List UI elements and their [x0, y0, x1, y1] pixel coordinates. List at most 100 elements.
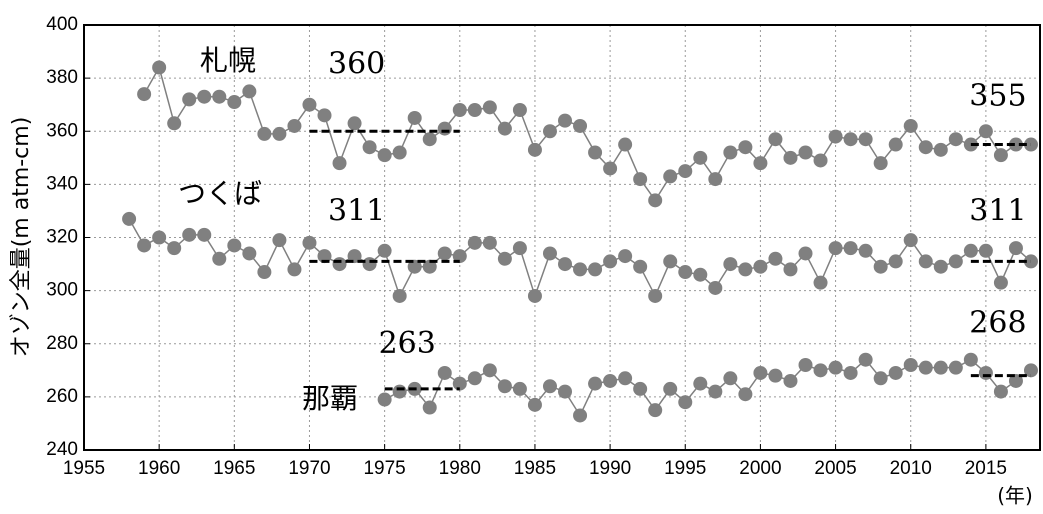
- data-point: [603, 373, 618, 388]
- data-point: [828, 241, 843, 256]
- data-point: [452, 249, 467, 264]
- data-point: [858, 352, 873, 367]
- data-point: [302, 97, 317, 112]
- data-point: [723, 257, 738, 272]
- data-point: [377, 243, 392, 258]
- data-point: [903, 118, 918, 133]
- data-point: [648, 288, 663, 303]
- x-tick-label: 2010: [890, 458, 932, 479]
- data-point: [542, 379, 557, 394]
- data-point: [753, 365, 768, 380]
- data-point: [467, 235, 482, 250]
- data-point: [573, 118, 588, 133]
- data-point: [588, 262, 603, 277]
- reference-label: 268: [969, 306, 1026, 341]
- data-point: [422, 259, 437, 274]
- data-point: [392, 384, 407, 399]
- data-point: [873, 156, 888, 171]
- data-point: [918, 140, 933, 155]
- data-point: [377, 148, 392, 163]
- data-point: [137, 87, 152, 102]
- data-point: [798, 358, 813, 372]
- x-tick-label: 1985: [514, 458, 556, 479]
- data-point: [573, 262, 588, 277]
- data-point: [693, 267, 708, 282]
- x-tick-label: 1995: [664, 458, 706, 479]
- y-tick-label: 340: [46, 173, 78, 194]
- data-point: [272, 233, 287, 248]
- data-point: [392, 145, 407, 160]
- data-point: [482, 235, 497, 250]
- x-tick-label: 1965: [213, 458, 255, 479]
- data-point: [993, 384, 1008, 399]
- data-point: [527, 397, 542, 412]
- data-point: [888, 365, 903, 380]
- data-point: [888, 254, 903, 269]
- data-point: [918, 254, 933, 269]
- data-point: [332, 257, 347, 272]
- data-point: [287, 118, 302, 133]
- data-point: [588, 145, 603, 160]
- data-point: [753, 156, 768, 171]
- data-point: [693, 150, 708, 165]
- data-point: [768, 251, 783, 266]
- data-point: [903, 358, 918, 372]
- data-point: [272, 126, 287, 141]
- data-point: [933, 259, 948, 274]
- data-point: [182, 92, 197, 107]
- x-tick-label: 2015: [965, 458, 1007, 479]
- data-point: [167, 241, 182, 256]
- data-point: [978, 243, 993, 258]
- data-point: [813, 363, 828, 378]
- data-point: [948, 132, 963, 147]
- reference-label: 263: [379, 326, 436, 361]
- y-tick-label: 240: [46, 439, 78, 460]
- x-tick-label: 1980: [439, 458, 481, 479]
- data-point: [903, 233, 918, 248]
- data-point: [693, 376, 708, 391]
- data-point: [452, 376, 467, 391]
- data-point: [558, 384, 573, 399]
- data-point: [482, 100, 497, 115]
- data-point: [558, 257, 573, 272]
- data-point: [407, 110, 422, 125]
- data-point: [663, 169, 678, 184]
- data-point: [197, 89, 212, 104]
- y-tick-label: 320: [46, 227, 78, 248]
- data-point: [287, 262, 302, 277]
- data-point: [512, 241, 527, 256]
- data-point: [633, 259, 648, 274]
- data-point: [362, 140, 377, 155]
- data-point: [212, 89, 227, 104]
- data-point: [828, 360, 843, 375]
- data-point: [302, 235, 317, 250]
- data-point: [783, 150, 798, 165]
- data-point: [738, 140, 753, 155]
- data-point: [813, 153, 828, 168]
- x-tick-label: 1955: [63, 458, 105, 479]
- data-point: [648, 193, 663, 208]
- data-point: [783, 262, 798, 277]
- data-point: [978, 365, 993, 380]
- data-point: [873, 371, 888, 386]
- data-point: [948, 254, 963, 269]
- data-point: [798, 246, 813, 261]
- data-point: [437, 121, 452, 136]
- data-point: [347, 249, 362, 264]
- y-tick-label: 300: [46, 280, 78, 301]
- data-point: [362, 257, 377, 272]
- data-point: [708, 384, 723, 399]
- data-point: [648, 403, 663, 418]
- x-axis-label: (年): [997, 484, 1033, 508]
- data-point: [678, 395, 693, 410]
- data-point: [317, 108, 332, 123]
- data-point: [422, 132, 437, 147]
- data-point: [678, 164, 693, 179]
- data-point: [768, 368, 783, 383]
- data-point: [708, 280, 723, 295]
- data-point: [257, 126, 272, 141]
- data-point: [843, 241, 858, 256]
- data-point: [738, 387, 753, 402]
- data-point: [257, 265, 272, 280]
